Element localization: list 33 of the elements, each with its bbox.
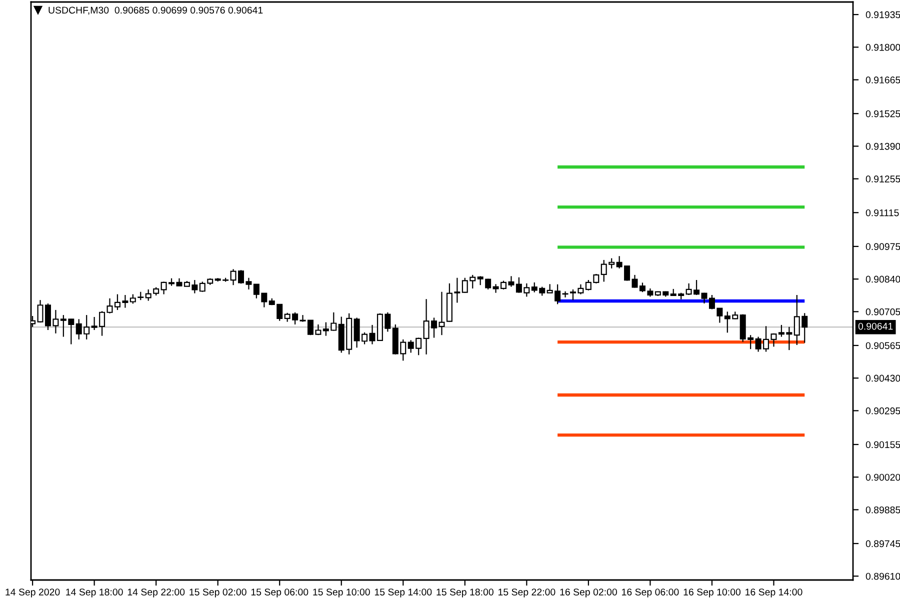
y-tick-label: 0.89885: [866, 506, 900, 514]
x-tick-label: 16 Sep 14:00: [746, 588, 802, 598]
y-tick-label: 0.90975: [866, 243, 900, 250]
y-tick-label: 0.89610: [866, 572, 900, 580]
ref-line-label: 0.90641: [858, 322, 893, 330]
y-tick-label: 0.90565: [866, 342, 900, 350]
y-tick-label: 0.90430: [866, 374, 900, 382]
chart-title: USDCHF,M30 0.90685 0.90699 0.90576 0.90641: [48, 6, 263, 15]
y-tick-label: 0.90840: [866, 276, 900, 283]
y-tick-label: 0.90020: [866, 474, 900, 481]
x-tick-label: 14 Sep 18:00: [66, 588, 123, 598]
x-tick-label: 16 Sep 06:00: [622, 588, 679, 598]
x-tick-label: 16 Sep 10:00: [684, 588, 741, 598]
y-tick-label: 0.91390: [866, 142, 900, 150]
y-tick-label: 0.90155: [866, 441, 900, 448]
y-tick-label: 0.91800: [866, 44, 900, 51]
x-tick-label: 14 Sep 22:00: [128, 588, 185, 598]
y-tick-label: 0.91665: [866, 76, 900, 84]
y-tick-label: 0.90295: [866, 407, 900, 414]
x-tick-label: 15 Sep 22:00: [498, 588, 556, 598]
x-tick-label: 15 Sep 18:00: [436, 588, 494, 598]
x-tick-label: 16 Sep 02:00: [560, 588, 617, 598]
y-tick-label: 0.90705: [866, 308, 900, 316]
y-tick-label: 0.91935: [866, 11, 900, 18]
y-tick-label: 0.91255: [866, 176, 900, 182]
y-tick-label: 0.89745: [866, 540, 900, 548]
y-tick-label: 0.91525: [866, 110, 900, 118]
y-tick-label: 0.91115: [866, 209, 899, 216]
x-tick-label: 15 Sep 06:00: [251, 588, 308, 598]
x-tick-label: 15 Sep 14:00: [374, 588, 432, 598]
x-tick-label: 15 Sep 02:00: [190, 588, 246, 598]
x-tick-label: 14 Sep 2020: [6, 588, 60, 598]
x-tick-label: 15 Sep 10:00: [313, 588, 370, 598]
